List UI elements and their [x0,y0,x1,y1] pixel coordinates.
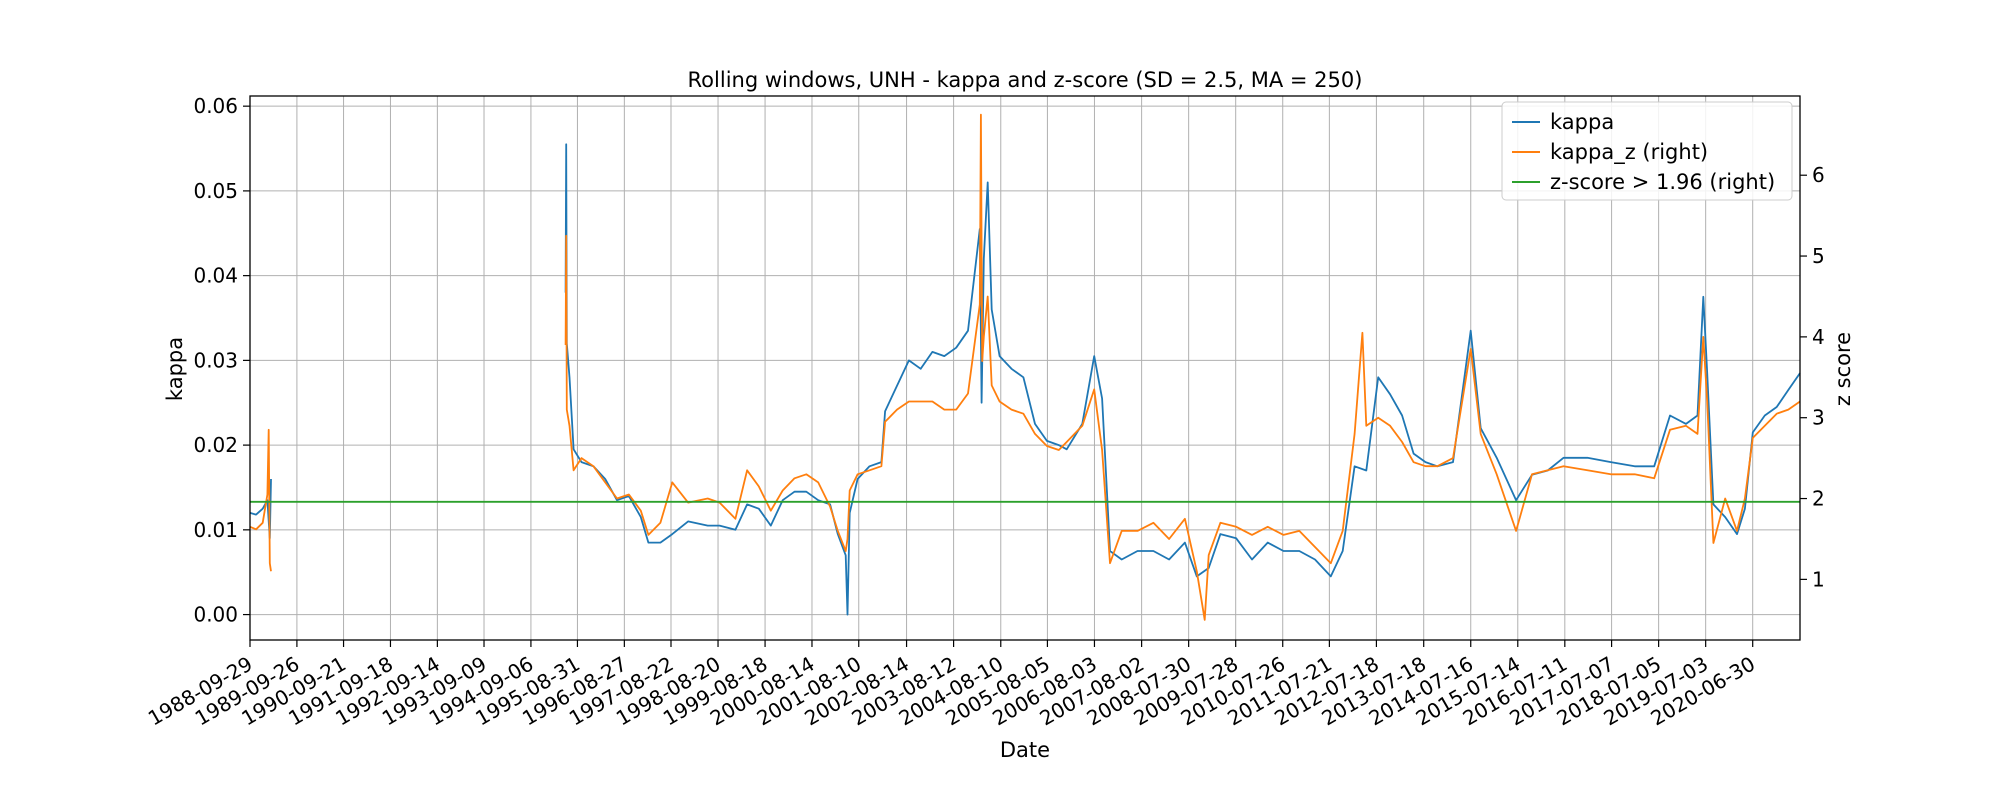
legend-label: kappa [1550,110,1614,134]
chart-title: Rolling windows, UNH - kappa and z-score… [688,68,1363,92]
grid [249,96,1800,640]
y2-tick-label: 3 [1812,406,1825,430]
y-tick-label: 0.06 [193,94,238,118]
legend-label: kappa_z (right) [1550,140,1708,165]
y2-axis-title: z score [1831,332,1855,406]
y-tick-label: 0.01 [193,518,238,542]
y2-tick-label: 2 [1812,487,1825,511]
y-tick-label: 0.05 [193,179,238,203]
y2-tick-label: 1 [1812,567,1825,591]
y-tick-label: 0.03 [193,348,238,372]
plot-frame [249,95,1801,641]
series-layer [249,113,1801,621]
y2-axis: 1 2 3 4 5 6 [1800,163,1825,591]
y2-tick-label: 6 [1812,163,1825,187]
legend: kappa kappa_z (right) z-score > 1.96 (righ… [1501,101,1793,201]
y2-tick-label: 4 [1812,325,1825,349]
legend-label: z-score > 1.96 (right) [1550,170,1775,194]
y-axis: 0.00 0.01 0.02 0.03 0.04 0.05 0.06 [193,94,250,627]
x-axis-title: Date [1000,738,1050,762]
y-tick-label: 0.02 [193,433,238,457]
series-line-1 [249,113,1801,621]
y2-tick-label: 5 [1812,244,1825,268]
y-tick-label: 0.00 [193,603,238,627]
y-tick-label: 0.04 [193,264,238,288]
legend-box [1501,101,1793,201]
y-axis-title: kappa [163,337,187,401]
